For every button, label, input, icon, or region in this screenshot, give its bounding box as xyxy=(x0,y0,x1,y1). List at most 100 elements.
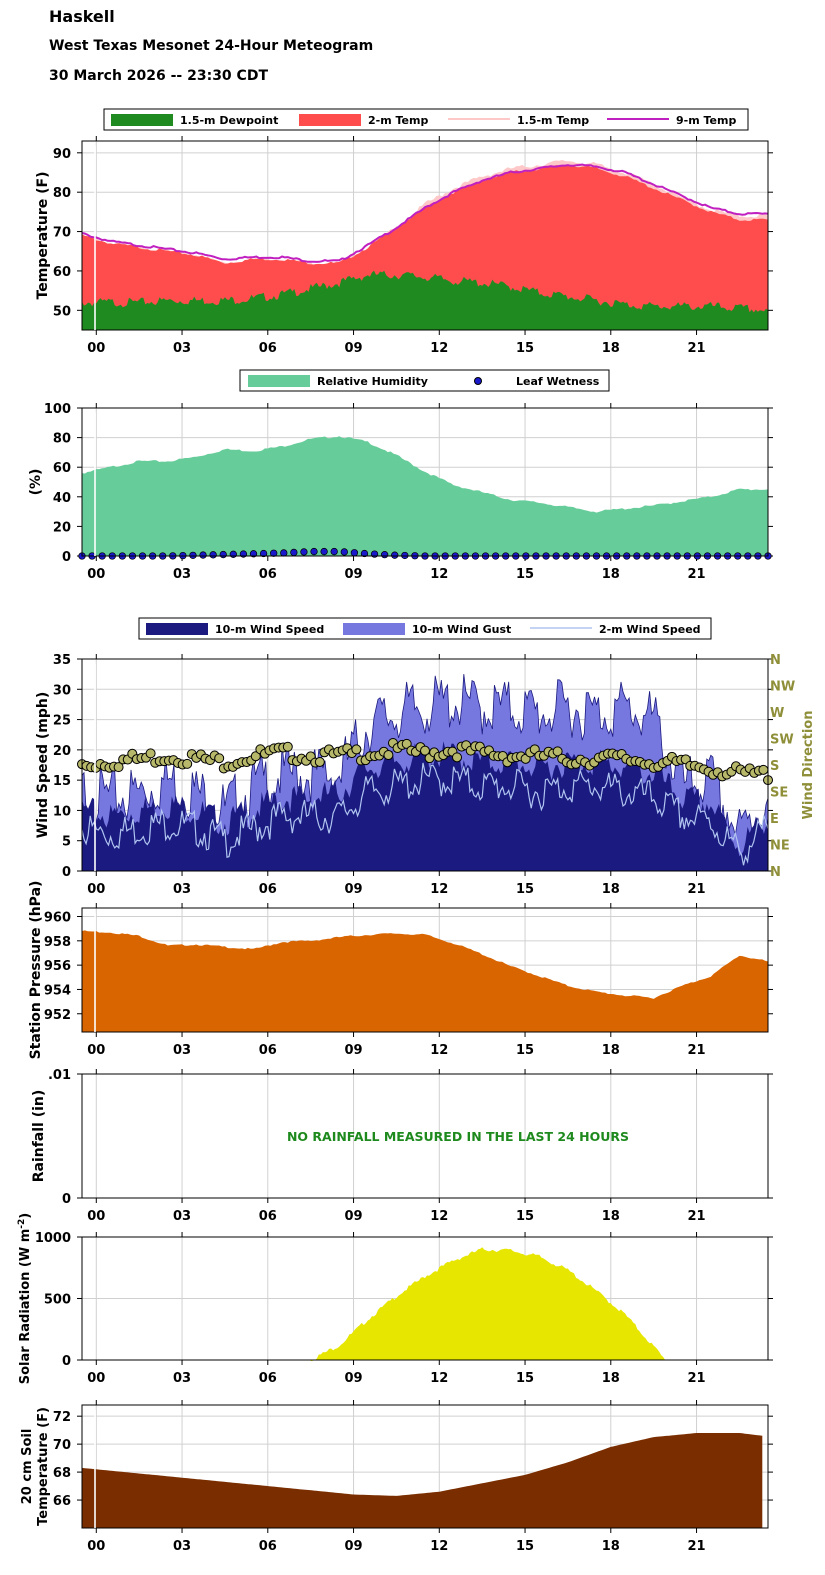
x-tick-label: 12 xyxy=(430,1209,448,1224)
y-tick-label: 10 xyxy=(53,804,71,819)
soil-panel: 00 03 06 09 12 15 18 21 66 68 70 72 20 cm Soil Temper… xyxy=(20,1400,773,1554)
x-tick-label: 21 xyxy=(687,341,705,356)
x-tick-label: 21 xyxy=(687,1209,705,1224)
y-tick-label: 50 xyxy=(53,304,71,319)
x-tick-label: 00 xyxy=(87,882,105,897)
leaf-wetness-dot xyxy=(330,547,338,556)
wind-direction-marker xyxy=(452,752,463,763)
direction-tick-label: SE xyxy=(770,786,788,801)
x-tick-label: 09 xyxy=(344,341,362,356)
humidity-area xyxy=(82,436,768,556)
y-tick-label: 60 xyxy=(53,265,71,280)
wind-direction-marker xyxy=(758,764,769,775)
x-tick-label: 12 xyxy=(430,882,448,897)
y-tick-label: 5 xyxy=(62,835,71,850)
plot-border xyxy=(81,1236,769,1361)
y-tick-label: 68 xyxy=(53,1466,71,1481)
leaf-wetness-dot xyxy=(391,551,399,559)
wind-direction-axis-label: Wind Direction xyxy=(801,711,816,820)
x-tick-label: 15 xyxy=(516,882,534,897)
y-tick-label: 954 xyxy=(44,983,71,998)
x-tick-label: 21 xyxy=(687,567,705,582)
leaf-wetness-dot xyxy=(350,549,359,557)
x-tick-label: 06 xyxy=(259,1371,277,1386)
temp-2m-area xyxy=(82,164,768,330)
x-tick-label: 06 xyxy=(259,567,277,582)
x-tick-label: 00 xyxy=(87,1209,105,1224)
leaf-wetness-dot xyxy=(209,551,217,559)
x-tick-label: 00 xyxy=(87,341,105,356)
legend-box xyxy=(239,369,610,392)
wind-direction-marker xyxy=(113,762,124,773)
leaf-wetness-dot xyxy=(189,551,197,559)
legend-label: Relative Humidity xyxy=(317,375,428,388)
x-tick-label: 15 xyxy=(516,1371,534,1386)
x-tick-label: 03 xyxy=(173,1371,191,1386)
y-tick-label: 500 xyxy=(44,1293,71,1308)
leaf-wetness-dot xyxy=(259,549,268,558)
y-axis-label: Temperature (F) xyxy=(35,172,51,300)
y-tick-label: 952 xyxy=(44,1008,71,1023)
direction-tick-label: N xyxy=(770,653,781,668)
meteogram-datetime: 30 March 2026 -- 23:30 CDT xyxy=(49,68,268,84)
legend-swatch xyxy=(146,623,208,635)
leaf-wetness-dot xyxy=(280,549,288,557)
x-tick-label: 18 xyxy=(602,1371,620,1386)
x-tick-label: 18 xyxy=(602,882,620,897)
x-tick-label: 12 xyxy=(430,1371,448,1386)
direction-tick-label: NW xyxy=(770,680,795,695)
legend-label: 9-m Temp xyxy=(676,114,736,127)
legend-label: Leaf Wetness xyxy=(516,375,600,388)
x-tick-label: 21 xyxy=(687,1371,705,1386)
wind-direction-marker xyxy=(282,741,293,752)
x-tick-label: 12 xyxy=(430,341,448,356)
plot-border xyxy=(81,1404,769,1529)
plot-border xyxy=(81,907,769,1033)
y-tick-label: 35 xyxy=(53,653,71,668)
wind-direction-marker xyxy=(351,744,362,755)
y-tick-label: 70 xyxy=(53,226,71,241)
x-tick-label: 15 xyxy=(516,1043,534,1058)
y-axis-label: Station Pressure (hPa) xyxy=(28,881,44,1060)
wind-direction-marker xyxy=(314,756,325,767)
dewpoint-area xyxy=(82,270,768,330)
wind-speed-area xyxy=(82,741,768,871)
legend-swatch xyxy=(248,375,310,387)
leaf-wetness-dot xyxy=(249,550,258,558)
wind-direction-marker xyxy=(145,748,156,759)
y-tick-label: .01 xyxy=(48,1068,71,1083)
x-tick-label: 00 xyxy=(87,1043,105,1058)
legend-label: 2-m Wind Speed xyxy=(599,623,701,636)
legend-label: 10-m Wind Speed xyxy=(215,623,324,636)
humidity-panel: 00 03 06 09 12 15 18 21 0 20 40 60 80 100 (%) Relative … xyxy=(28,369,773,582)
x-tick-label: 03 xyxy=(173,1043,191,1058)
x-tick-label: 06 xyxy=(259,341,277,356)
wind-direction-marker xyxy=(552,746,563,757)
x-tick-label: 21 xyxy=(687,1043,705,1058)
legend-swatch xyxy=(299,114,361,126)
y-tick-label: 66 xyxy=(53,1494,71,1509)
y-tick-label: 0 xyxy=(62,1354,71,1369)
x-tick-label: 09 xyxy=(344,567,362,582)
x-tick-label: 18 xyxy=(602,1539,620,1554)
y-tick-label: 72 xyxy=(53,1410,71,1425)
x-tick-label: 12 xyxy=(430,567,448,582)
direction-tick-label: S xyxy=(770,759,779,774)
x-tick-label: 15 xyxy=(516,567,534,582)
x-tick-label: 00 xyxy=(87,1371,105,1386)
x-tick-label: 06 xyxy=(259,1043,277,1058)
direction-tick-label: E xyxy=(770,812,779,827)
direction-tick-label: SW xyxy=(770,733,794,748)
y-axis-label: (%) xyxy=(28,469,44,496)
x-tick-label: 09 xyxy=(344,1043,362,1058)
leaf-wetness-dot xyxy=(401,551,409,560)
legend-box xyxy=(103,108,749,131)
legend-label: 1.5-m Dewpoint xyxy=(180,114,278,127)
x-tick-label: 09 xyxy=(344,1539,362,1554)
wind-direction-marker xyxy=(383,750,394,761)
leaf-wetness-dot xyxy=(320,547,328,556)
legend-label: 10-m Wind Gust xyxy=(412,623,511,636)
x-tick-label: 15 xyxy=(516,341,534,356)
leaf-wetness-dot xyxy=(300,548,308,556)
